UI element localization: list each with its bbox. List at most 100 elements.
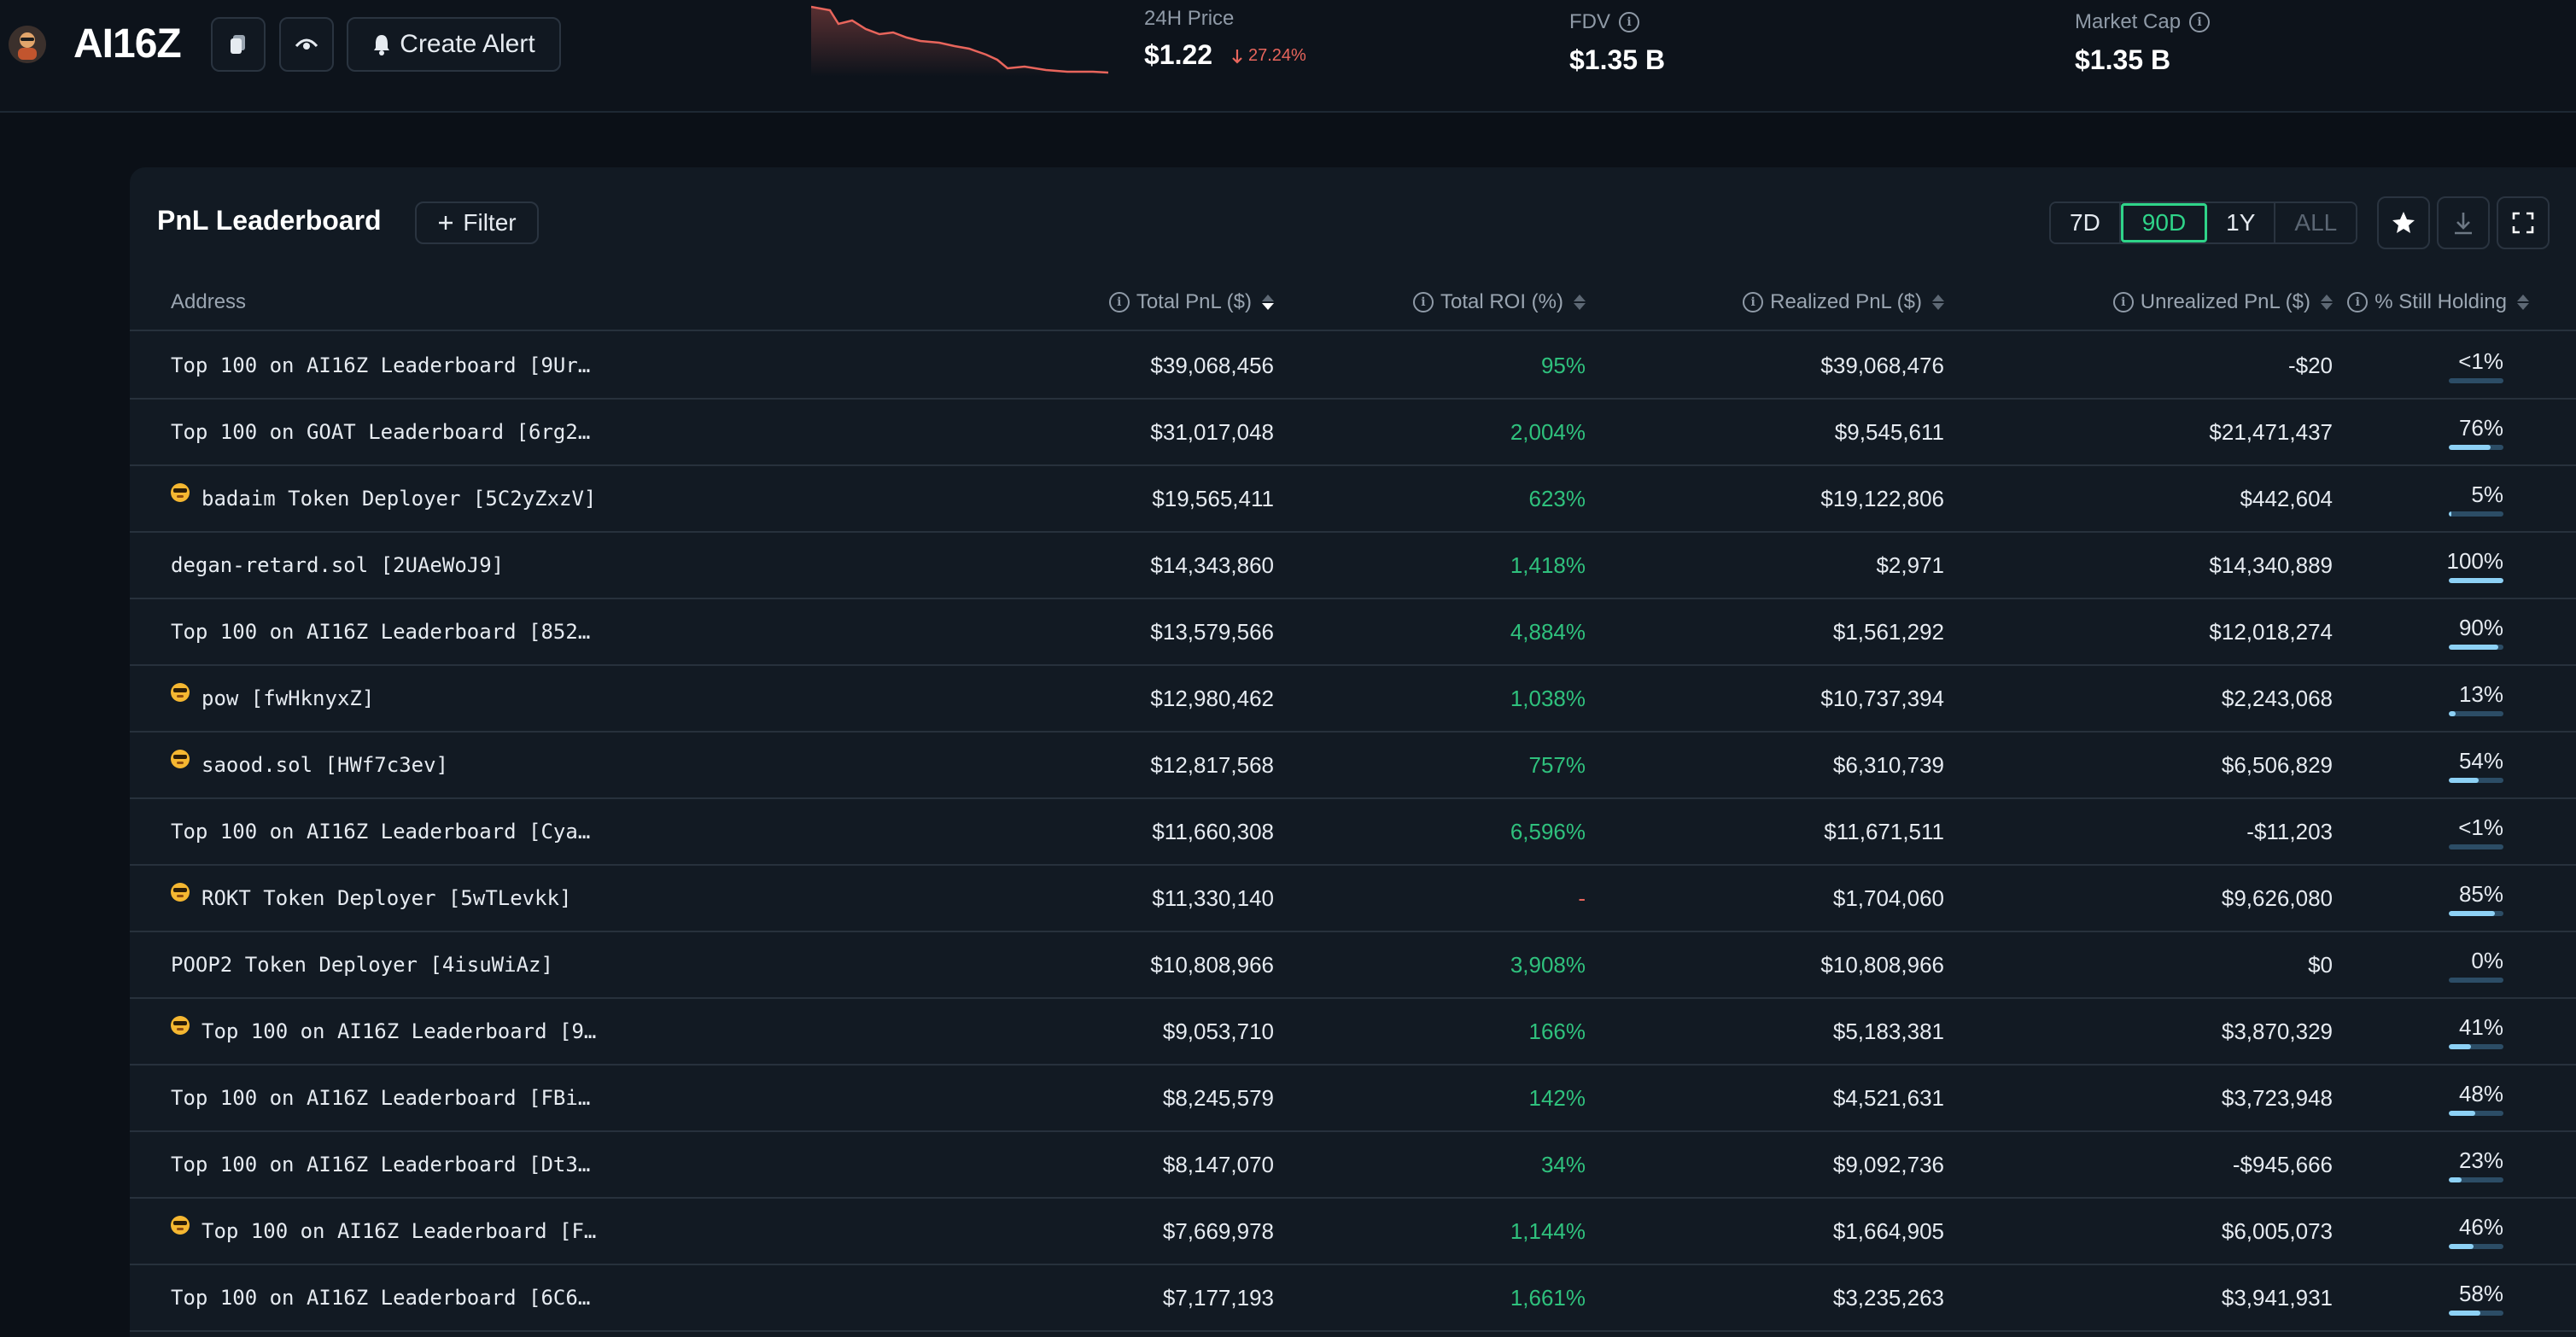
still-holding-bar-fill [2449, 1243, 2474, 1249]
address-text[interactable]: saood.sol [HWf7c3ev] [202, 753, 448, 777]
table-row[interactable]: ROKT Token Deployer [5wTLevkk] $11,330,14… [130, 866, 2576, 932]
address-text[interactable]: Top 100 on AI16Z Leaderboard [Dt3… [171, 1153, 591, 1176]
range-1y-button[interactable]: 1Y [2207, 203, 2276, 242]
table-row[interactable]: pow [fwHknyxZ] $12,980,462 1,038% $10,737,3… [130, 666, 2576, 733]
col-still-holding[interactable]: i % Still Holding [2333, 273, 2529, 331]
address-text[interactable]: Top 100 on GOAT Leaderboard [6rg2… [171, 420, 591, 444]
realized-pnl-cell: $2,971 [1876, 552, 1944, 578]
price-change: 27.24% [1231, 46, 1306, 66]
table-row[interactable]: Top 100 on AI16Z Leaderboard [852… $13,57… [130, 599, 2576, 666]
copy-button[interactable] [211, 17, 266, 72]
address-text[interactable]: Top 100 on AI16Z Leaderboard [9… [202, 1019, 597, 1043]
address-text[interactable]: degan-retard.sol [2UAeWoJ9] [171, 553, 505, 577]
realized-pnl-cell: $6,310,739 [1832, 751, 1944, 778]
favorite-button[interactable] [2377, 196, 2430, 249]
sort-icon[interactable] [2517, 295, 2529, 310]
create-alert-button[interactable]: Create Alert [347, 17, 561, 72]
table-row[interactable]: Top 100 on AI16Z Leaderboard [Dt3… $8,147… [130, 1132, 2576, 1199]
unrealized-pnl-cell: -$945,666 [2232, 1151, 2333, 1177]
realized-pnl-cell: $10,808,966 [1820, 951, 1944, 978]
address-cell[interactable]: Top 100 on AI16Z Leaderboard [852… [171, 599, 590, 664]
address-cell[interactable]: Top 100 on GOAT Leaderboard [6rg2… [171, 400, 590, 464]
address-text[interactable]: ROKT Token Deployer [5wTLevkk] [202, 886, 572, 910]
address-cell[interactable]: Top 100 on AI16Z Leaderboard [9… [171, 999, 596, 1064]
info-icon[interactable]: i [1743, 292, 1764, 312]
fullscreen-button[interactable] [2497, 196, 2550, 249]
info-icon[interactable]: i [1412, 292, 1434, 312]
address-text[interactable]: Top 100 on AI16Z Leaderboard [9Ur… [171, 353, 591, 377]
still-holding-bar-fill [2449, 910, 2496, 916]
range-90d-button[interactable]: 90D [2120, 203, 2208, 242]
total-roi-cell: 1,418% [1510, 552, 1586, 578]
info-icon[interactable]: i [1619, 12, 1639, 32]
market-cap-label-text: Market Cap [2075, 10, 2182, 33]
address-cell[interactable]: POOP2 Token Deployer [4isuWiAz] [171, 932, 553, 997]
address-text[interactable]: Top 100 on AI16Z Leaderboard [F… [202, 1219, 597, 1243]
table-row[interactable]: Top 100 on AI16Z Leaderboard [9Ur… $39,06… [130, 333, 2576, 400]
table-row[interactable]: Top 100 on AI16Z Leaderboard [F… $7,669,9… [130, 1199, 2576, 1265]
address-cell[interactable]: degan-retard.sol [2UAeWoJ9] [171, 533, 504, 598]
table-row[interactable]: Top 100 on GOAT Leaderboard [6rg2… $31,01… [130, 400, 2576, 466]
address-cell[interactable]: Top 100 on AI16Z Leaderboard [F… [171, 1199, 596, 1264]
still-holding-text: <1% [2458, 347, 2503, 374]
info-icon[interactable]: i [2112, 292, 2134, 312]
address-cell[interactable]: Top 100 on AI16Z Leaderboard [Cya… [171, 799, 590, 864]
address-cell[interactable]: Top 100 on AI16Z Leaderboard [6C6… [171, 1265, 590, 1330]
col-realized-pnl[interactable]: i Realized PnL ($) [1586, 273, 1944, 331]
range-all-button[interactable]: ALL [2275, 203, 2357, 242]
col-total-roi[interactable]: i Total ROI (%) [1274, 273, 1586, 331]
still-holding-bar-fill [2449, 1310, 2481, 1316]
col-total-pnl[interactable]: i Total PnL ($) [727, 273, 1274, 331]
address-cell[interactable]: Top 100 on AI16Z Leaderboard [Dt3… [171, 1132, 590, 1197]
still-holding-bar [2449, 1310, 2503, 1316]
table-row[interactable]: badaim Token Deployer [5C2yZxzV] $19,565,… [130, 466, 2576, 533]
range-7d-button[interactable]: 7D [2051, 203, 2121, 242]
address-text[interactable]: Top 100 on AI16Z Leaderboard [6C6… [171, 1286, 591, 1310]
download-icon [2455, 213, 2472, 235]
table-row[interactable]: Top 100 on AI16Z Leaderboard [9… $9,053,7… [130, 999, 2576, 1066]
table-row[interactable]: degan-retard.sol [2UAeWoJ9] $14,343,860 1,… [130, 533, 2576, 599]
col-address: Address [171, 273, 246, 331]
table-row[interactable]: POOP2 Token Deployer [4isuWiAz] $10,808,9… [130, 932, 2576, 999]
address-cell[interactable]: saood.sol [HWf7c3ev] [171, 733, 448, 797]
info-icon[interactable]: i [2347, 292, 2369, 312]
table-row[interactable]: Top 100 on AI16Z Leaderboard [Cya… $11,66… [130, 799, 2576, 866]
still-holding-text: 13% [2458, 680, 2503, 707]
still-holding-bar [2449, 444, 2503, 450]
info-icon[interactable]: i [2189, 12, 2211, 32]
table-header: Address i Total PnL ($) i Total ROI (%) … [130, 273, 2576, 331]
info-icon[interactable]: i [1108, 292, 1130, 312]
still-holding-cell: 41% [2411, 999, 2503, 1064]
col-unrealized-pnl[interactable]: i Unrealized PnL ($) [1944, 273, 2333, 331]
fdv-label-text: FDV [1569, 10, 1610, 33]
filter-button[interactable]: Filter [415, 201, 539, 244]
sort-icon[interactable] [2321, 295, 2333, 310]
token-avatar-icon [9, 26, 46, 63]
address-cell[interactable]: Top 100 on AI16Z Leaderboard [FBi… [171, 1066, 590, 1130]
address-text[interactable]: Top 100 on AI16Z Leaderboard [852… [171, 620, 591, 644]
address-text[interactable]: pow [fwHknyxZ] [202, 686, 375, 710]
address-cell[interactable]: pow [fwHknyxZ] [171, 666, 374, 731]
table-row[interactable]: Top 100 on AI16Z Leaderboard [FBi… $8,245… [130, 1066, 2576, 1132]
download-button[interactable] [2437, 196, 2490, 249]
address-cell[interactable]: Top 100 on AI16Z Leaderboard [9Ur… [171, 333, 590, 398]
address-text[interactable]: badaim Token Deployer [5C2yZxzV] [202, 487, 597, 511]
address-text[interactable]: Top 100 on AI16Z Leaderboard [FBi… [171, 1086, 591, 1110]
still-holding-bar [2449, 644, 2503, 650]
sort-desc-icon[interactable] [1262, 295, 1274, 310]
watch-button[interactable] [279, 17, 334, 72]
address-text[interactable]: Top 100 on AI16Z Leaderboard [Cya… [171, 820, 591, 844]
address-cell[interactable]: badaim Token Deployer [5C2yZxzV] [171, 466, 596, 531]
table-row[interactable]: Top 100 on AI16Z Leaderboard [6C6… $7,177… [130, 1265, 2576, 1332]
address-cell[interactable]: ROKT Token Deployer [5wTLevkk] [171, 866, 571, 931]
unrealized-pnl-cell: $0 [2308, 951, 2333, 978]
total-roi-cell: 623% [1528, 485, 1586, 511]
sort-icon[interactable] [1932, 295, 1944, 310]
realized-pnl-cell: $9,092,736 [1832, 1151, 1944, 1177]
fdv-label: FDV i [1569, 10, 1639, 34]
total-roi-cell: 1,144% [1510, 1217, 1586, 1244]
sort-icon[interactable] [1574, 295, 1586, 310]
address-text[interactable]: POOP2 Token Deployer [4isuWiAz] [171, 953, 553, 977]
still-holding-cell: 58% [2411, 1265, 2503, 1330]
table-row[interactable]: saood.sol [HWf7c3ev] $12,817,568 757% $6,31… [130, 733, 2576, 799]
